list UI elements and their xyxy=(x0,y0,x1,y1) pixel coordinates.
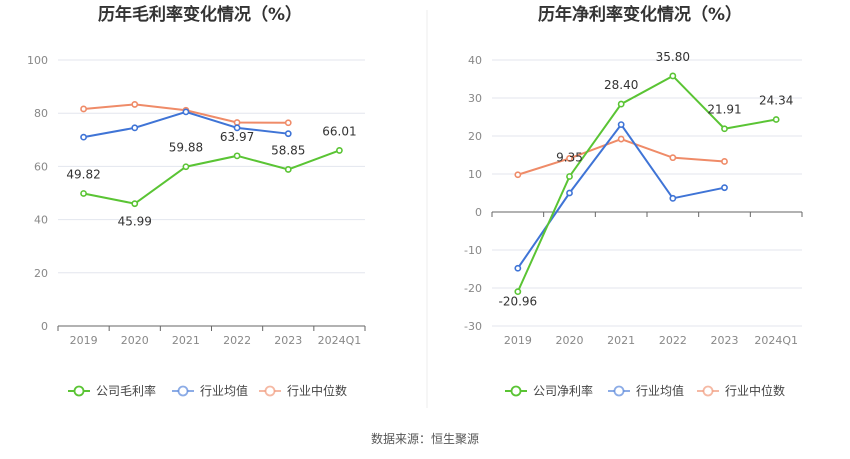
y-tick-label: 40 xyxy=(34,214,48,227)
y-tick-label: 60 xyxy=(34,160,48,173)
data-point-industry_median xyxy=(617,135,625,143)
legend-item-company[interactable]: 公司毛利率 xyxy=(68,383,156,398)
x-tick-label: 2020 xyxy=(556,334,584,347)
data-point-industry_median xyxy=(566,155,573,162)
series-line-industry_median xyxy=(517,137,725,176)
series-line-company xyxy=(516,74,777,293)
data-label: 58.85 xyxy=(271,143,305,157)
legend-swatch-marker xyxy=(510,385,522,397)
data-point-industry_median xyxy=(80,105,87,113)
legend-swatch-marker xyxy=(264,385,276,397)
source-note: 数据来源：恒生聚源 xyxy=(371,431,479,446)
x-tick-label: 2019 xyxy=(70,334,98,347)
x-tick-label: 2021 xyxy=(172,334,200,347)
y-tick-label: -20 xyxy=(464,282,482,295)
data-label: 24.34 xyxy=(759,94,793,108)
x-tick-label: 2022 xyxy=(223,334,251,347)
data-point-company xyxy=(772,116,780,123)
data-point-company xyxy=(80,190,87,197)
data-point-company xyxy=(617,100,625,108)
series-line-industry_avg xyxy=(83,110,289,139)
x-tick-label: 2020 xyxy=(121,334,149,347)
legend-item-company[interactable]: 公司净利率 xyxy=(505,383,593,398)
data-label: 66.01 xyxy=(322,124,356,138)
data-point-company xyxy=(131,200,139,208)
data-point-company xyxy=(284,166,292,173)
data-point-industry_avg xyxy=(233,124,241,132)
data-point-company xyxy=(514,288,522,296)
data-point-company xyxy=(182,163,190,171)
data-label: 35.80 xyxy=(656,50,690,64)
legend-label: 公司净利率 xyxy=(533,383,593,398)
data-point-industry_median xyxy=(284,119,292,127)
data-point-industry_avg xyxy=(182,108,190,116)
data-point-industry_avg xyxy=(669,194,677,202)
x-tick-label: 2023 xyxy=(711,334,739,347)
net-margin-chart: 历年净利率变化情况（%） -30 -20 -10 0 10 20 30 40 2019 2020 2… xyxy=(464,4,803,398)
legend-item-industry_avg[interactable]: 行业均值 xyxy=(608,383,684,398)
legend-item-industry_median[interactable]: 行业中位数 xyxy=(697,383,785,398)
data-label: 21.91 xyxy=(707,103,741,117)
data-point-industry_avg xyxy=(514,264,522,272)
x-tick-label: 2021 xyxy=(607,334,635,347)
data-point-industry_avg xyxy=(617,121,625,128)
data-label: 59.88 xyxy=(169,141,203,155)
chart-title: 历年毛利率变化情况（%） xyxy=(98,4,302,25)
x-tick-label: 2023 xyxy=(274,334,302,347)
x-tick-label: 2019 xyxy=(504,334,532,347)
gross-margin-chart: 历年毛利率变化情况（%） 0 20 40 60 80 100 2019 2020 2021 202… xyxy=(27,4,366,398)
y-tick-label: 20 xyxy=(468,130,482,143)
chart-title: 历年净利率变化情况（%） xyxy=(538,4,742,25)
legend-label: 行业均值 xyxy=(200,383,248,398)
data-label: -20.96 xyxy=(498,295,537,309)
x-tick-label: 2022 xyxy=(659,334,687,347)
y-tick-label: 20 xyxy=(34,267,48,280)
data-point-company xyxy=(566,173,573,180)
legend-item-industry_median[interactable]: 行业中位数 xyxy=(259,383,347,398)
data-point-company xyxy=(669,72,677,80)
y-tick-label: 30 xyxy=(468,92,482,105)
legend-swatch-marker xyxy=(613,385,625,397)
legend-label: 行业中位数 xyxy=(287,383,347,398)
data-label: 63.97 xyxy=(220,130,254,144)
data-point-industry_avg xyxy=(284,130,292,138)
y-tick-label: -10 xyxy=(464,244,482,257)
data-point-company xyxy=(336,147,343,154)
data-point-company xyxy=(233,152,241,160)
legend-label: 行业均值 xyxy=(636,383,684,398)
legend-label: 行业中位数 xyxy=(725,383,785,398)
data-point-industry_median xyxy=(131,101,139,108)
data-point-industry_median xyxy=(514,171,522,179)
y-tick-label: 0 xyxy=(41,320,48,333)
data-label: 49.82 xyxy=(66,167,100,181)
legend-swatch-marker xyxy=(73,385,85,397)
legend-item-industry_avg[interactable]: 行业均值 xyxy=(172,383,248,398)
data-point-industry_avg xyxy=(721,184,728,192)
legend-label: 公司毛利率 xyxy=(96,383,156,398)
y-tick-label: -30 xyxy=(464,320,482,333)
x-tick-label: 2024Q1 xyxy=(318,334,362,347)
legend-swatch-marker xyxy=(177,385,189,397)
data-point-industry_median xyxy=(233,119,241,126)
data-label: 45.99 xyxy=(118,215,152,229)
x-tick-label: 2024Q1 xyxy=(754,334,798,347)
y-tick-label: 80 xyxy=(34,107,48,120)
legend-swatch-marker xyxy=(702,385,714,397)
data-point-industry_avg xyxy=(566,189,573,197)
series-line-industry_avg xyxy=(517,122,725,269)
series-line-company xyxy=(83,149,340,205)
data-point-company xyxy=(721,125,728,133)
y-tick-label: 0 xyxy=(475,206,482,219)
data-point-industry_median xyxy=(721,158,728,165)
y-tick-label: 100 xyxy=(27,54,48,67)
data-point-industry_avg xyxy=(80,133,87,141)
y-tick-label: 40 xyxy=(468,54,482,67)
data-label: 28.40 xyxy=(604,78,638,92)
y-tick-label: 10 xyxy=(468,168,482,181)
data-label: 9.35 xyxy=(556,150,583,164)
data-point-industry_avg xyxy=(131,124,139,132)
data-point-industry_median xyxy=(669,154,677,162)
